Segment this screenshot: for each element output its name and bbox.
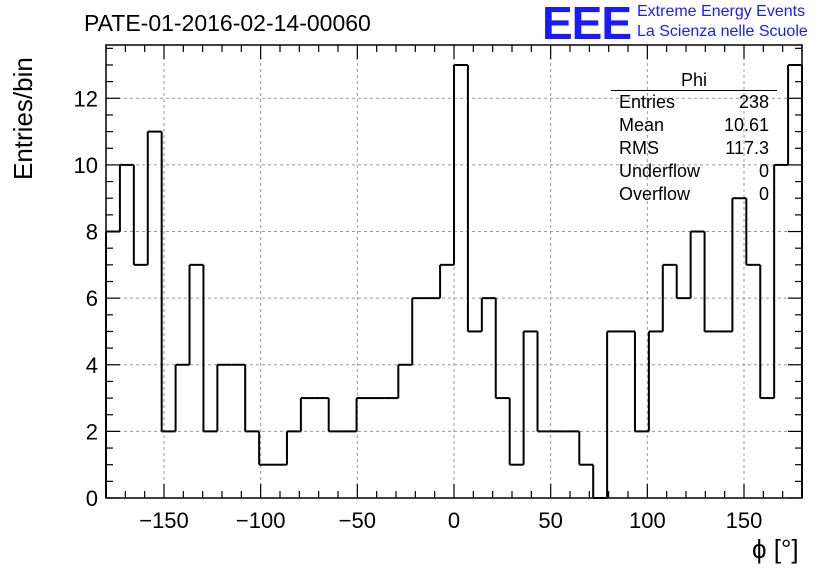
stats-value: 0 xyxy=(758,161,769,181)
y-tick-label: 6 xyxy=(86,286,98,311)
chart-title: PATE-01-2016-02-14-00060 xyxy=(84,10,371,36)
x-tick-label: 150 xyxy=(726,508,763,533)
x-tick-label: −100 xyxy=(236,508,286,533)
y-tick-label: 8 xyxy=(86,220,98,245)
x-tick-label: 50 xyxy=(538,508,562,533)
y-tick-label: 2 xyxy=(86,419,98,444)
stats-row-mean: Mean 10.61 xyxy=(611,114,777,137)
x-tick-label: −50 xyxy=(339,508,376,533)
stats-row-underflow: Underflow 0 xyxy=(611,160,777,183)
stats-value: 10.61 xyxy=(723,115,769,135)
stats-label: Underflow xyxy=(619,161,701,181)
stats-label: Entries xyxy=(619,92,676,112)
stats-value: 117.3 xyxy=(725,138,769,158)
stats-label: Mean xyxy=(619,115,665,135)
stats-label: RMS xyxy=(619,138,659,158)
stats-row-overflow: Overflow 0 xyxy=(611,183,777,206)
eee-logo: EEE xyxy=(542,0,632,49)
y-tick-label: 10 xyxy=(74,153,98,178)
stats-label: Overflow xyxy=(619,184,691,204)
logo-line-1: Extreme Energy Events xyxy=(637,3,806,20)
axes: −150 −100 −50 0 50 100 150 0 2 4 6 8 10 12 xyxy=(74,44,803,533)
y-tick-label: 0 xyxy=(86,486,98,511)
stats-box: Phi Entries 238 Mean 10.61 RMS 117.3 Und… xyxy=(611,70,777,206)
x-tick-label: 0 xyxy=(448,508,460,533)
y-axis-label: Entries/bin xyxy=(8,57,38,180)
y-tick-label: 12 xyxy=(74,86,98,111)
stats-title: Phi xyxy=(611,70,777,91)
x-tick-label: 100 xyxy=(629,508,666,533)
stats-value: 0 xyxy=(758,184,769,204)
stats-row-entries: Entries 238 xyxy=(611,91,777,114)
stats-row-rms: RMS 117.3 xyxy=(611,137,777,160)
x-tick-label: −150 xyxy=(139,508,189,533)
x-axis-label: ϕ [°] xyxy=(752,534,799,564)
logo-line-2: La Scienza nelle Scuole xyxy=(637,23,808,40)
stats-value: 238 xyxy=(738,92,769,112)
y-tick-label: 4 xyxy=(86,353,98,378)
